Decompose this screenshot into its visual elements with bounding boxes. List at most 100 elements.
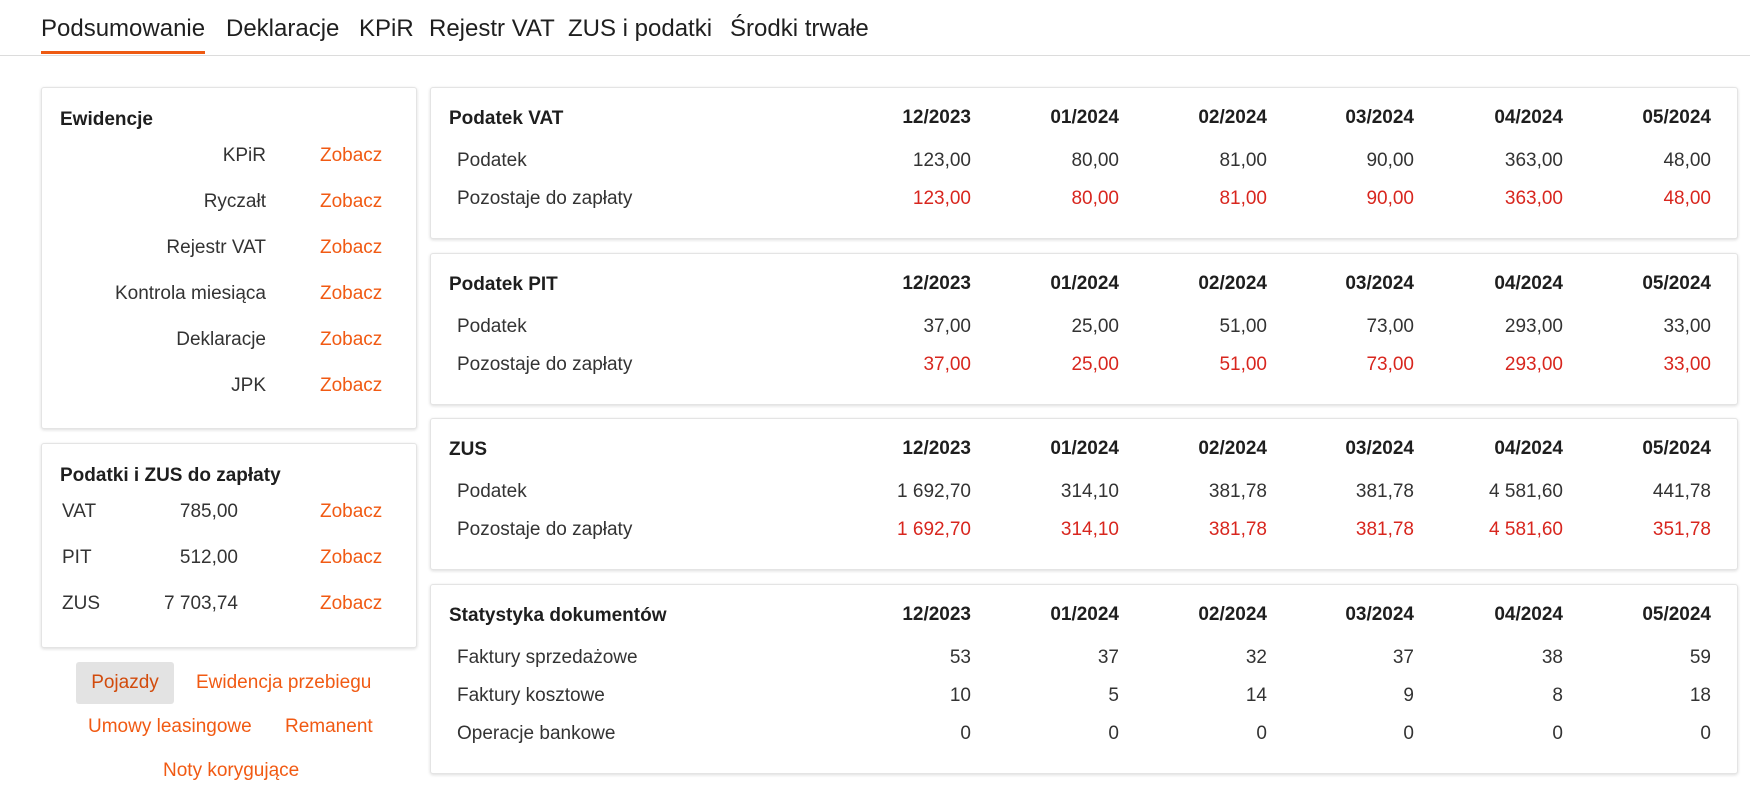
section-row-label: Podatek xyxy=(457,150,527,171)
section-title: Podatek VAT xyxy=(449,108,564,129)
podatek-amount: 512,00 xyxy=(179,547,238,568)
value-cell: 38 xyxy=(1541,647,1563,668)
value-cell: 80,00 xyxy=(1071,150,1119,171)
section-title: ZUS xyxy=(449,439,487,460)
section-row-label: Operacje bankowe xyxy=(457,723,616,744)
ewidencje-card: Ewidencje KPiR Zobacz Ryczałt Zobacz Rej… xyxy=(41,87,417,429)
value-cell: 59 xyxy=(1689,647,1711,668)
tab-srodki-trwale[interactable]: Środki trwałe xyxy=(730,15,869,42)
month-column-header: 01/2024 xyxy=(1050,273,1119,294)
value-cell: 9 xyxy=(1403,685,1414,706)
podatki-row: ZUS 7 703,74 Zobacz xyxy=(42,589,416,619)
amount-due-cell: 123,00 xyxy=(912,188,971,209)
value-cell: 381,78 xyxy=(1208,481,1267,502)
value-cell: 314,10 xyxy=(1060,481,1119,502)
amount-due-cell: 73,00 xyxy=(1366,354,1414,375)
ewidencje-row: Rejestr VAT Zobacz xyxy=(42,233,416,263)
value-cell: 123,00 xyxy=(912,150,971,171)
amount-due-cell: 381,78 xyxy=(1355,519,1414,540)
section-row-label: Podatek xyxy=(457,481,527,502)
month-column-header: 04/2024 xyxy=(1494,438,1563,459)
month-column-header: 02/2024 xyxy=(1198,604,1267,625)
amount-due-cell: 90,00 xyxy=(1366,188,1414,209)
podatek-name: ZUS xyxy=(62,593,100,614)
tab-rejestr-vat[interactable]: Rejestr VAT xyxy=(429,15,555,42)
ewidencja-przebiegu-link[interactable]: Ewidencja przebiegu xyxy=(196,672,372,693)
zobacz-ryczalt-link[interactable]: Zobacz xyxy=(320,191,383,212)
value-cell: 0 xyxy=(1700,723,1711,744)
value-cell: 1 692,70 xyxy=(897,481,971,502)
value-cell: 293,00 xyxy=(1504,316,1563,337)
value-cell: 53 xyxy=(949,647,971,668)
amount-due-cell: 81,00 xyxy=(1219,188,1267,209)
value-cell: 0 xyxy=(1552,723,1563,744)
month-column-header: 03/2024 xyxy=(1345,438,1414,459)
section-row-label: Pozostaje do zapłaty xyxy=(457,188,633,209)
month-column-header: 04/2024 xyxy=(1494,604,1563,625)
ewidencje-row: Ryczałt Zobacz xyxy=(42,187,416,217)
podatek-name: PIT xyxy=(62,547,92,568)
month-column-header: 01/2024 xyxy=(1050,438,1119,459)
amount-due-cell: 33,00 xyxy=(1663,354,1711,375)
value-cell: 14 xyxy=(1245,685,1267,706)
zobacz-kpir-link[interactable]: Zobacz xyxy=(320,145,383,166)
remanent-link[interactable]: Remanent xyxy=(285,716,373,737)
value-cell: 81,00 xyxy=(1219,150,1267,171)
umowy-leasingowe-link[interactable]: Umowy leasingowe xyxy=(88,716,252,737)
tab-deklaracje[interactable]: Deklaracje xyxy=(226,15,340,42)
amount-due-cell: 80,00 xyxy=(1071,188,1119,209)
section-row-label: Podatek xyxy=(457,316,527,337)
amount-due-cell: 25,00 xyxy=(1071,354,1119,375)
value-cell: 18 xyxy=(1689,685,1711,706)
section-row-label: Pozostaje do zapłaty xyxy=(457,519,633,540)
value-cell: 48,00 xyxy=(1663,150,1711,171)
ewidencje-label: Rejestr VAT xyxy=(166,237,266,258)
section-card: Statystyka dokumentów 12/2023 01/2024 02/20… xyxy=(430,584,1738,774)
month-column-header: 12/2023 xyxy=(902,438,971,459)
zobacz-rejestr-vat-link[interactable]: Zobacz xyxy=(320,237,383,258)
month-column-header: 04/2024 xyxy=(1494,273,1563,294)
ewidencje-row: Deklaracje Zobacz xyxy=(42,325,416,355)
noty-korygujace-link[interactable]: Noty korygujące xyxy=(163,760,300,781)
value-cell: 4 581,60 xyxy=(1489,481,1563,502)
month-column-header: 12/2023 xyxy=(902,604,971,625)
zobacz-zus-link[interactable]: Zobacz xyxy=(320,593,383,614)
podatki-row: PIT 512,00 Zobacz xyxy=(42,543,416,573)
month-column-header: 02/2024 xyxy=(1198,438,1267,459)
value-cell: 0 xyxy=(1256,723,1267,744)
value-cell: 33,00 xyxy=(1663,316,1711,337)
podatki-zus-title: Podatki i ZUS do zapłaty xyxy=(60,465,281,486)
zobacz-jpk-link[interactable]: Zobacz xyxy=(320,375,383,396)
tab-zus-i-podatki[interactable]: ZUS i podatki xyxy=(568,15,713,42)
month-column-header: 05/2024 xyxy=(1642,604,1711,625)
month-column-header: 12/2023 xyxy=(902,107,971,128)
ewidencje-label: Ryczałt xyxy=(203,191,266,212)
section-row-label: Faktury kosztowe xyxy=(457,685,605,706)
month-column-header: 12/2023 xyxy=(902,273,971,294)
ewidencje-title: Ewidencje xyxy=(60,109,153,130)
ewidencje-row: JPK Zobacz xyxy=(42,371,416,401)
tab-podsumowanie[interactable]: Podsumowanie xyxy=(41,14,206,54)
value-cell: 363,00 xyxy=(1504,150,1563,171)
pojazdy-button[interactable]: Pojazdy xyxy=(76,662,174,704)
section-card: ZUS 12/2023 01/2024 02/2024 03/2024 04/2024 05… xyxy=(430,418,1738,570)
zobacz-deklaracje-link[interactable]: Zobacz xyxy=(320,329,383,350)
ewidencje-label: JPK xyxy=(231,375,266,396)
zobacz-pit-link[interactable]: Zobacz xyxy=(320,547,383,568)
amount-due-cell: 363,00 xyxy=(1504,188,1563,209)
section-title: Podatek PIT xyxy=(449,274,558,295)
value-cell: 10 xyxy=(949,685,971,706)
amount-due-cell: 4 581,60 xyxy=(1489,519,1563,540)
section-row-label: Pozostaje do zapłaty xyxy=(457,354,633,375)
amount-due-cell: 314,10 xyxy=(1060,519,1119,540)
amount-due-cell: 1 692,70 xyxy=(897,519,971,540)
zobacz-vat-link[interactable]: Zobacz xyxy=(320,501,383,522)
zobacz-kontrola-miesiaca-link[interactable]: Zobacz xyxy=(320,283,383,304)
tab-kpir[interactable]: KPiR xyxy=(359,15,414,42)
value-cell: 0 xyxy=(960,723,971,744)
ewidencje-row: Kontrola miesiąca Zobacz xyxy=(42,279,416,309)
value-cell: 32 xyxy=(1245,647,1267,668)
value-cell: 90,00 xyxy=(1366,150,1414,171)
section-row-label: Faktury sprzedażowe xyxy=(457,647,638,668)
main-tab-bar: Podsumowanie Deklaracje KPiR Rejestr VAT… xyxy=(0,0,1750,56)
